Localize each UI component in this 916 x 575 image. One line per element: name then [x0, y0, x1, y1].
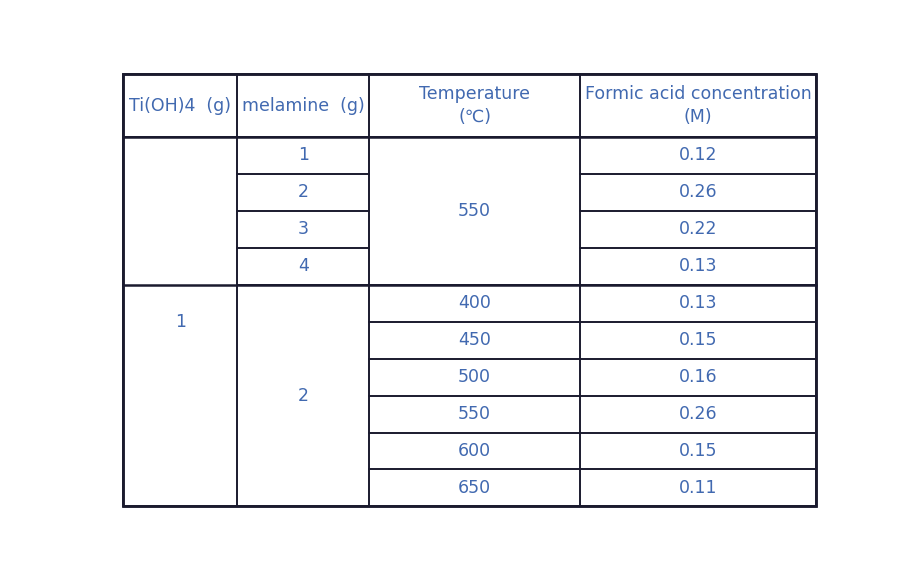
- Text: 0.15: 0.15: [679, 442, 717, 460]
- Text: Formic acid concentration
(M): Formic acid concentration (M): [584, 85, 812, 126]
- Bar: [369, 74, 581, 137]
- Bar: [581, 321, 816, 359]
- Bar: [581, 396, 816, 432]
- Bar: [581, 285, 816, 321]
- Text: 0.15: 0.15: [679, 331, 717, 349]
- Bar: [369, 470, 581, 507]
- Text: 2: 2: [298, 386, 309, 405]
- Bar: [237, 285, 369, 507]
- Bar: [369, 359, 581, 396]
- Bar: [581, 174, 816, 211]
- Text: 600: 600: [458, 442, 491, 460]
- Bar: [581, 470, 816, 507]
- Text: 1: 1: [298, 147, 309, 164]
- Bar: [369, 137, 581, 285]
- Bar: [581, 359, 816, 396]
- Bar: [237, 211, 369, 248]
- Text: 400: 400: [458, 294, 491, 312]
- Text: Ti(OH)4  (g): Ti(OH)4 (g): [129, 97, 231, 114]
- Text: 550: 550: [458, 202, 491, 220]
- Text: 2: 2: [298, 183, 309, 201]
- Bar: [237, 174, 369, 211]
- Bar: [237, 248, 369, 285]
- Bar: [369, 321, 581, 359]
- Bar: [581, 137, 816, 174]
- Text: 0.16: 0.16: [679, 368, 717, 386]
- Text: 0.11: 0.11: [679, 479, 717, 497]
- Text: 3: 3: [298, 220, 309, 238]
- Text: 500: 500: [458, 368, 491, 386]
- Bar: [581, 211, 816, 248]
- Bar: [237, 137, 369, 174]
- Text: 0.13: 0.13: [679, 257, 717, 275]
- Bar: [581, 248, 816, 285]
- Bar: [581, 74, 816, 137]
- Bar: [123, 74, 237, 137]
- Bar: [123, 137, 237, 507]
- Bar: [369, 396, 581, 432]
- Bar: [369, 432, 581, 470]
- Text: 0.22: 0.22: [679, 220, 717, 238]
- Bar: [369, 285, 581, 321]
- Bar: [237, 74, 369, 137]
- Text: 0.12: 0.12: [679, 147, 717, 164]
- Text: 0.26: 0.26: [679, 405, 717, 423]
- Text: 1: 1: [175, 313, 186, 331]
- Text: Temperature
(℃): Temperature (℃): [420, 85, 530, 126]
- Text: 4: 4: [298, 257, 309, 275]
- Text: 0.26: 0.26: [679, 183, 717, 201]
- Text: 650: 650: [458, 479, 491, 497]
- Text: melamine  (g): melamine (g): [242, 97, 365, 114]
- Text: 450: 450: [458, 331, 491, 349]
- Text: 0.13: 0.13: [679, 294, 717, 312]
- Bar: [581, 432, 816, 470]
- Text: 550: 550: [458, 405, 491, 423]
